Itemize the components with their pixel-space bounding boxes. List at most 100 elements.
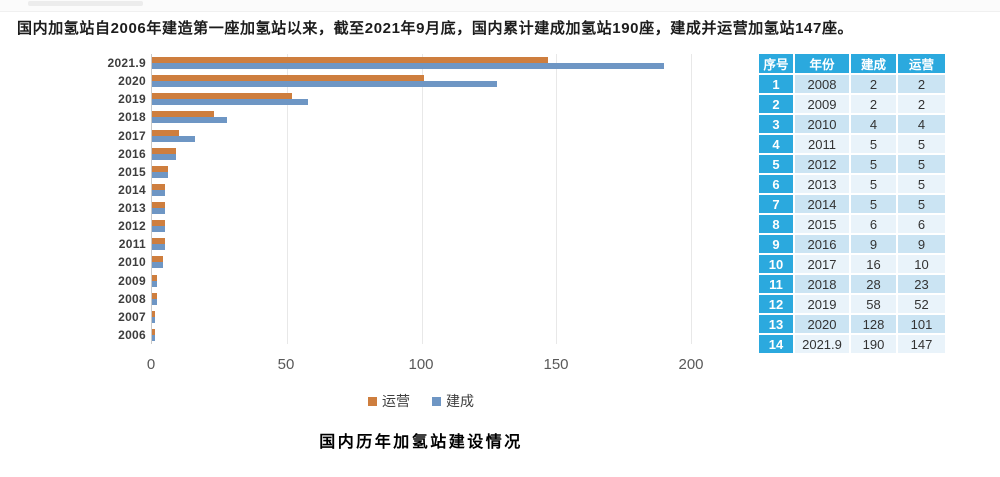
table-row: 14 2021.9 190 147 <box>759 335 945 353</box>
operating-bar <box>152 310 155 317</box>
table-row: 7 2014 5 5 <box>759 195 945 213</box>
operating-bar <box>152 75 425 82</box>
table-cell: 52 <box>898 295 945 313</box>
bar-group-2014 <box>152 181 691 199</box>
y-axis-label: 2016 <box>118 146 146 161</box>
table-header-cell: 运营 <box>898 54 945 73</box>
legend-label: 运营 <box>382 393 410 409</box>
bar-group-2020 <box>152 72 691 90</box>
table-cell: 23 <box>898 275 945 293</box>
table-row: 6 2013 5 5 <box>759 175 945 193</box>
row-index-cell: 1 <box>759 75 793 93</box>
table-cell: 2008 <box>795 75 849 93</box>
station-data-table: 序号 年份 建成 运营 1 2008 2 2 2 2009 2 2 3 2010 4 4 4 2011 5 5 5 20… <box>757 52 947 355</box>
table-cell: 2 <box>898 75 945 93</box>
operating-bar <box>152 256 163 263</box>
table-row: 1 2008 2 2 <box>759 75 945 93</box>
row-index-cell: 13 <box>759 315 793 333</box>
table-body: 1 2008 2 2 2 2009 2 2 3 2010 4 4 4 2011 5 5 5 2012 5 5 6 2013… <box>759 75 945 353</box>
table-row: 4 2011 5 5 <box>759 135 945 153</box>
table-cell: 5 <box>851 175 896 193</box>
operating-bar <box>152 111 214 118</box>
row-index-cell: 3 <box>759 115 793 133</box>
built-bar <box>152 226 166 233</box>
table-cell: 2013 <box>795 175 849 193</box>
row-index-cell: 12 <box>759 295 793 313</box>
table-header-row: 序号 年份 建成 运营 <box>759 54 945 73</box>
built-bar <box>152 189 166 196</box>
table-header-cell: 建成 <box>851 54 896 73</box>
chart-legend: 运营 建成 <box>151 392 691 410</box>
built-bar <box>152 153 177 160</box>
row-index-cell: 9 <box>759 235 793 253</box>
bar-group-2008 <box>152 290 691 308</box>
operating-bar <box>152 93 293 100</box>
x-tick-label: 0 <box>146 356 156 373</box>
table-cell: 2015 <box>795 215 849 233</box>
x-tick-label: 50 <box>277 356 295 373</box>
y-axis-label: 2008 <box>118 291 146 306</box>
built-bar <box>152 171 169 178</box>
plot-area <box>151 54 692 344</box>
legend-item: 建成 <box>432 391 474 411</box>
table-header-cell: 年份 <box>795 54 849 73</box>
table-cell: 6 <box>851 215 896 233</box>
row-index-cell: 2 <box>759 95 793 113</box>
table-cell: 2010 <box>795 115 849 133</box>
bar-group-2013 <box>152 199 691 217</box>
built-bar <box>152 99 309 106</box>
operating-bar <box>152 328 155 335</box>
bar-group-2012 <box>152 217 691 235</box>
row-index-cell: 14 <box>759 335 793 353</box>
y-axis-labels: 2021.9 2020 2019 2018 2017 2016 2015 2014 2013 20… <box>40 54 146 344</box>
table-cell: 6 <box>898 215 945 233</box>
table-cell: 147 <box>898 335 945 353</box>
top-crop-artifact <box>0 0 1000 12</box>
built-bar <box>152 298 158 305</box>
y-axis-label: 2014 <box>118 182 146 197</box>
built-bar <box>152 208 166 214</box>
x-axis: 0 50 100 150 200 <box>147 356 704 376</box>
bar-group-2007 <box>152 308 691 326</box>
table-cell: 2014 <box>795 195 849 213</box>
y-axis-label: 2017 <box>118 128 146 143</box>
table-row: 2 2009 2 2 <box>759 95 945 113</box>
built-bar <box>152 117 228 124</box>
gridline <box>286 54 288 344</box>
y-axis-label: 2020 <box>118 74 146 89</box>
bar-group-2021.9 <box>152 54 691 72</box>
table-row: 11 2018 28 23 <box>759 275 945 293</box>
row-index-cell: 6 <box>759 175 793 193</box>
table-cell: 5 <box>898 155 945 173</box>
table-header-cell: 序号 <box>759 54 793 73</box>
table-cell: 2 <box>851 95 896 113</box>
built-bar <box>152 280 158 287</box>
operating-bar <box>152 165 169 172</box>
built-bar <box>152 316 155 323</box>
table-cell: 28 <box>851 275 896 293</box>
table-cell: 10 <box>898 255 945 273</box>
built-bar <box>152 63 665 69</box>
table-cell: 9 <box>851 235 896 253</box>
bar-group-2019 <box>152 90 691 108</box>
table-cell: 5 <box>851 135 896 153</box>
legend-label: 建成 <box>446 393 474 409</box>
table-cell: 2020 <box>795 315 849 333</box>
table-cell: 58 <box>851 295 896 313</box>
bar-group-2009 <box>152 272 691 290</box>
table-cell: 2 <box>898 95 945 113</box>
table-cell: 128 <box>851 315 896 333</box>
table-cell: 2018 <box>795 275 849 293</box>
table-cell: 2021.9 <box>795 335 849 353</box>
operating-bar <box>152 57 549 63</box>
built-bar <box>152 334 155 341</box>
y-axis-label: 2013 <box>118 201 146 215</box>
table-cell: 4 <box>898 115 945 133</box>
table-row: 3 2010 4 4 <box>759 115 945 133</box>
table-row: 5 2012 5 5 <box>759 155 945 173</box>
table-row: 9 2016 9 9 <box>759 235 945 253</box>
y-axis-label: 2009 <box>118 273 146 288</box>
table-cell: 2016 <box>795 235 849 253</box>
x-tick-label: 100 <box>408 356 434 373</box>
